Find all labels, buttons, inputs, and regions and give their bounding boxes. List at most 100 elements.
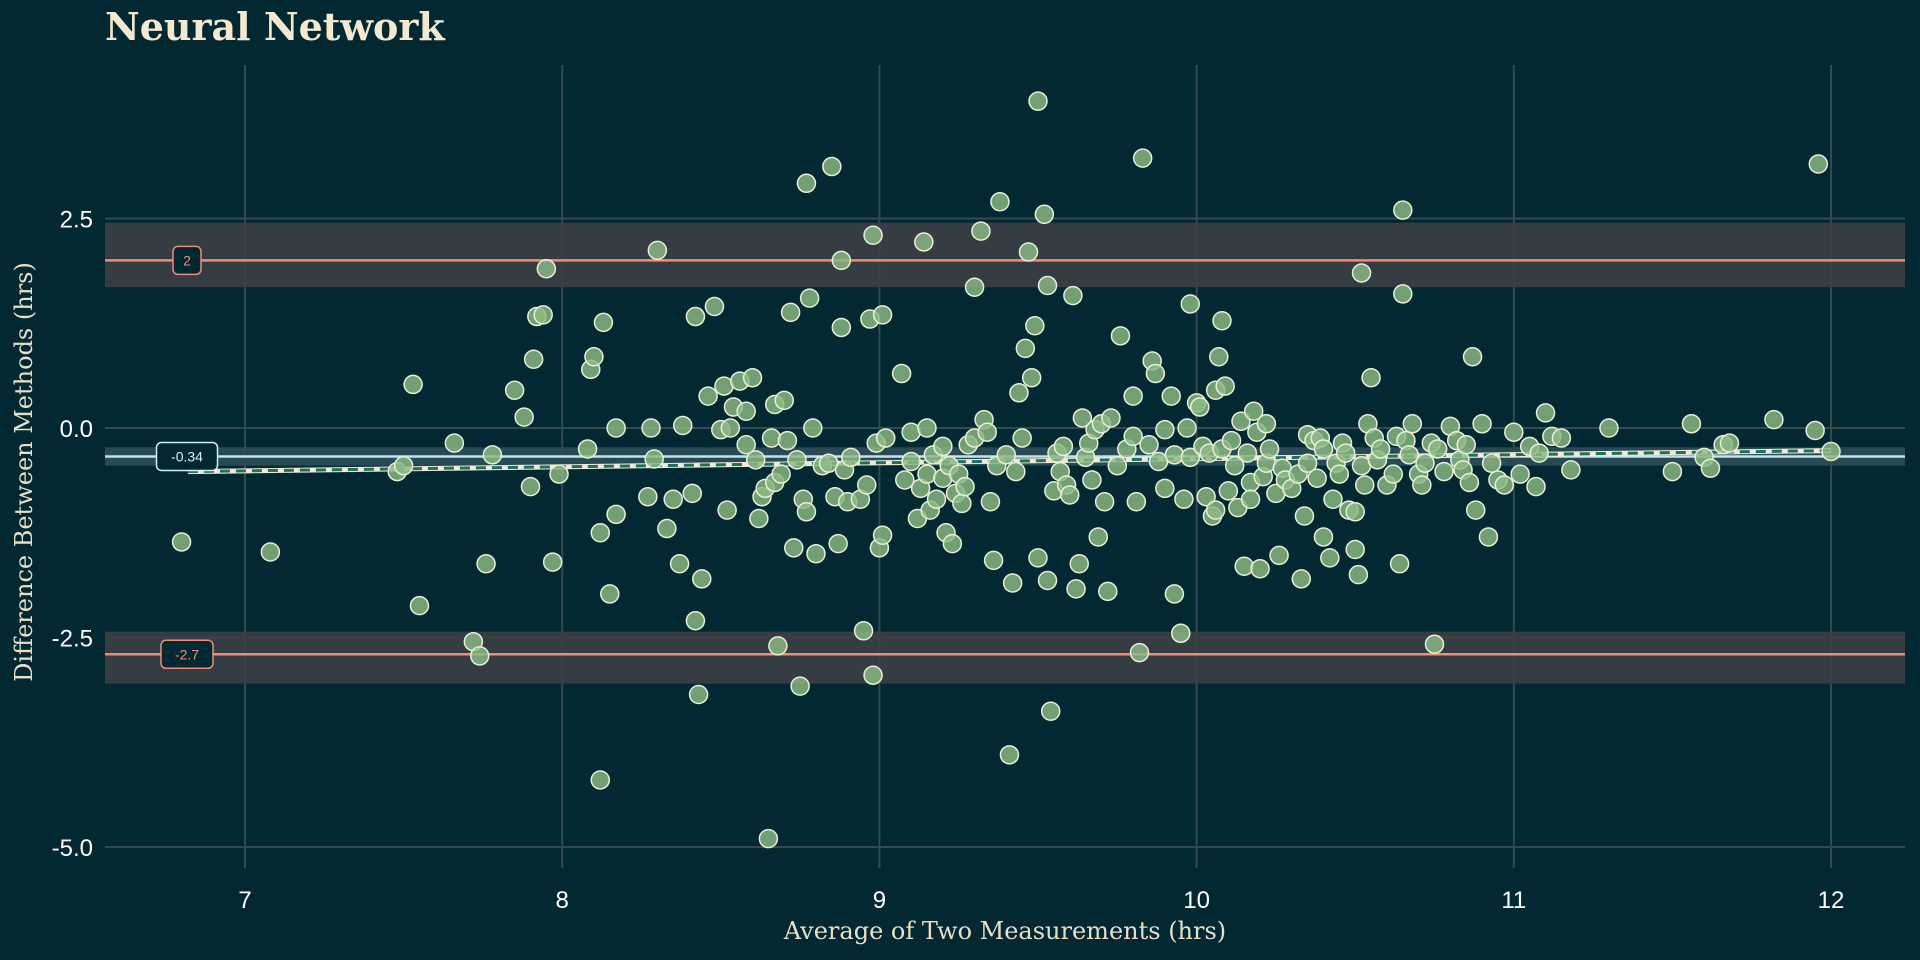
data-point [1040, 701, 1061, 721]
data-point [1456, 435, 1476, 455]
y-tick-label: 0.0 [60, 416, 93, 443]
data-point [1529, 443, 1549, 463]
data-point [692, 569, 712, 589]
data-point [1110, 326, 1131, 346]
data-point [1294, 506, 1315, 526]
data-point [542, 552, 563, 572]
data-point [685, 610, 706, 631]
data-point [647, 240, 668, 261]
data-point [682, 483, 703, 504]
data-point [1243, 401, 1264, 421]
data-point [872, 525, 893, 546]
data-point [504, 380, 525, 401]
data-point [1719, 433, 1740, 453]
data-point [698, 386, 718, 406]
reference-line-labels: 2 -0.34 -2.7 [155, 245, 219, 670]
data-point [685, 306, 706, 327]
data-point [584, 347, 604, 367]
data-point [1351, 263, 1372, 283]
data-point [1053, 436, 1074, 457]
data-point [1250, 559, 1270, 579]
data-point [901, 451, 921, 472]
data-point [1190, 397, 1210, 417]
data-point [1218, 481, 1239, 501]
data-point [663, 489, 683, 509]
data-point [393, 455, 414, 476]
data-point [742, 367, 763, 388]
data-point [1037, 570, 1058, 591]
data-point [952, 493, 972, 514]
data-point [1370, 439, 1391, 459]
data-point [1098, 581, 1118, 602]
data-point [1329, 464, 1350, 484]
data-point [1209, 347, 1229, 367]
data-point [1237, 443, 1258, 463]
data-point [1291, 569, 1312, 589]
data-point [1259, 439, 1280, 459]
lower-loa-label: -2.7 [175, 646, 199, 662]
data-point [736, 435, 756, 455]
data-point [1066, 579, 1086, 599]
agreement-bands [105, 222, 1905, 684]
data-point [1459, 472, 1480, 493]
y-tick-label: 2.5 [60, 207, 93, 234]
data-point [1028, 91, 1048, 111]
data-point [780, 302, 801, 323]
data-point [1132, 148, 1153, 168]
data-point [1399, 445, 1419, 465]
data-point [590, 770, 611, 790]
data-point [784, 538, 804, 558]
data-point [1599, 418, 1619, 438]
data-point [1393, 200, 1413, 220]
data-point [1139, 435, 1159, 455]
data-point [1361, 367, 1381, 388]
data-point [469, 646, 490, 666]
x-axis-title: Average of Two Measurements (hrs) [783, 917, 1226, 945]
data-point [1006, 461, 1026, 482]
data-point [1174, 489, 1194, 509]
tick-labels: 7 8 9 10 11 12 -5.0 -2.5 0.0 2.5 [52, 207, 1845, 915]
x-tick-label: 10 [1183, 887, 1210, 914]
data-point [933, 436, 953, 457]
y-tick-label: -2.5 [52, 626, 93, 653]
y-tick-label: -5.0 [52, 835, 93, 862]
data-point [841, 447, 861, 468]
data-point [1018, 242, 1039, 262]
chart-title: Neural Network [105, 4, 445, 49]
data-point [704, 296, 725, 317]
data-point [1170, 623, 1191, 644]
data-point [444, 433, 465, 453]
data-point [1313, 527, 1334, 547]
data-point [1821, 441, 1841, 462]
data-point [768, 636, 788, 656]
data-point [955, 476, 975, 497]
data-point [1155, 419, 1175, 440]
x-tick-label: 12 [1818, 887, 1845, 914]
data-point [171, 532, 192, 552]
data-point [536, 259, 557, 279]
data-point [996, 445, 1017, 465]
data-point [1101, 408, 1121, 428]
bias-label: -0.34 [171, 448, 203, 464]
data-point [1383, 464, 1404, 484]
data-point [1526, 476, 1546, 497]
data-point [977, 422, 997, 442]
data-point [999, 745, 1020, 765]
data-point [1015, 338, 1036, 359]
bias-label-box [155, 441, 219, 472]
data-point [787, 450, 807, 470]
data-point [1345, 502, 1365, 522]
data-point [803, 418, 823, 438]
data-point [523, 349, 544, 370]
data-point [577, 439, 598, 459]
data-point [917, 464, 937, 484]
data-point [1561, 460, 1581, 480]
data-point [1307, 468, 1327, 489]
data-point [1478, 527, 1499, 547]
data-point [476, 554, 496, 574]
data-point [863, 225, 883, 246]
data-point [806, 543, 826, 564]
data-point [1164, 584, 1185, 604]
data-point [688, 684, 709, 705]
